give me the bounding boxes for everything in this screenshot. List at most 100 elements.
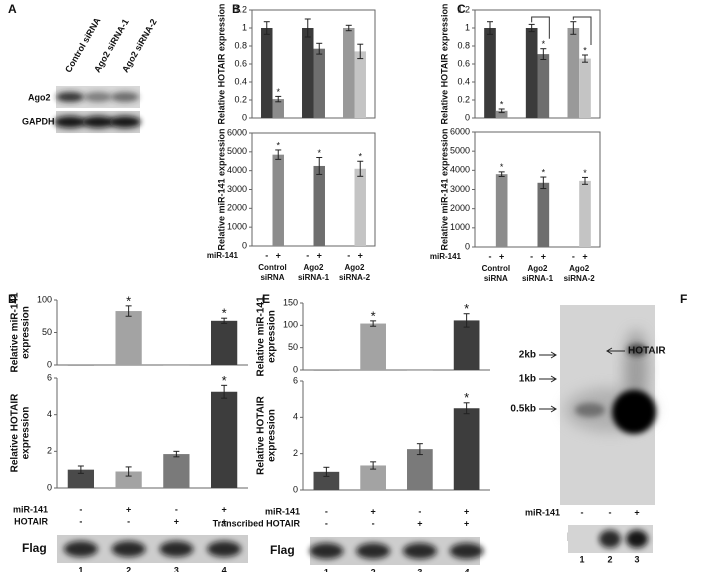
blot-label: Flag [22,541,47,555]
y-tick-label: 0.6 [457,58,470,68]
y-tick-label: 0.4 [234,76,247,86]
y-tick-label: 100 [37,294,52,304]
x-tick-label: - [265,250,268,260]
y-tick-label: 5000 [227,146,247,156]
y-tick-label: 0.8 [234,40,247,50]
bar [567,28,580,118]
y-axis-label: expression [267,310,278,363]
group-label: Ago2 [528,264,549,273]
panel-label: B [232,2,241,16]
y-tick-label: 2 [293,448,298,458]
significance-mark: * [222,373,227,388]
y-tick-label: 4000 [450,165,470,175]
error-bar [316,42,323,55]
row-label: miR-141 [265,506,300,516]
y-axis-label: Relative HOTAIR expression [439,4,449,125]
lane-number: 3 [174,565,179,572]
y-tick-label: 2000 [227,203,247,213]
blot-band [207,541,242,557]
y-tick-label: 0 [293,364,298,374]
error-bar [463,313,470,328]
error-bar [221,317,228,324]
row-value: - [325,506,328,516]
bar [484,28,496,118]
bar [163,365,190,366]
bar [579,180,591,247]
row-value: - [609,507,612,517]
y-tick-label: 6000 [450,126,470,136]
bar [407,370,433,371]
y-tick-label: 0.6 [234,58,247,68]
y-tick-label: 1000 [450,222,470,232]
group-label: siRNA [260,273,284,282]
error-bar [316,156,323,175]
y-tick-label: 6 [293,375,298,385]
row-value: - [79,504,82,514]
y-tick-label: 2 [47,446,52,456]
row-value: - [581,507,584,517]
bar [453,320,480,370]
y-tick-label: 50 [42,327,52,337]
row-value: + [370,506,375,516]
bar [115,311,142,365]
error-bar [221,384,228,399]
significance-mark: * [371,308,376,323]
y-tick-label: 1.2 [457,4,470,14]
lane-number: 3 [417,567,422,572]
y-axis-label: expression [21,407,32,460]
bar [115,471,142,488]
group-label: Ago2 [304,263,325,272]
lane-number: 2 [607,554,612,564]
bar [302,28,314,118]
bar [343,28,355,118]
bar [354,168,366,246]
error-bar [77,465,84,474]
bar [272,99,284,118]
bar [453,408,480,490]
comparison-bracket [572,16,592,45]
x-tick-label: + [541,251,546,261]
x-tick-label: - [347,250,350,260]
lane-number: 1 [324,567,329,572]
arrow-head [606,347,613,355]
significance-mark: * [583,168,587,178]
bar [313,48,325,119]
group-label: Control [258,263,286,272]
bar [272,154,284,246]
row-label: miR-141 [13,504,48,514]
row-value: - [372,518,375,528]
x-tick-label: + [317,250,322,260]
y-tick-label: 1.2 [234,4,247,14]
error-bar [125,305,132,317]
significance-mark: * [358,152,362,162]
y-tick-label: 4000 [227,165,247,175]
x-row-label: miR-141 [207,251,239,260]
row-value: + [464,506,469,516]
bar [313,370,340,371]
blot-band [111,92,139,102]
error-bar [582,54,588,63]
size-marker: 2kb [519,350,536,361]
blot-label: Flag [270,543,295,557]
error-bar [173,450,180,458]
bar [537,182,550,247]
bar [67,469,95,488]
significance-mark: * [542,167,546,177]
row-value: - [325,518,328,528]
significance-mark: * [464,301,469,316]
x-tick-label: - [306,250,309,260]
bar [525,28,538,118]
x-tick-label: + [582,251,587,261]
x-tick-label: + [358,250,363,260]
y-axis-label: expression [21,306,32,359]
bar [354,51,366,118]
row-value: + [174,516,179,526]
row-value: + [634,507,639,517]
y-tick-label: 0 [47,359,52,369]
x-tick-label: - [530,251,533,261]
blot-band [402,543,437,559]
significance-mark: * [542,39,546,49]
bar [313,471,340,490]
error-bar [370,320,377,327]
band-label: HOTAIR [628,346,666,357]
